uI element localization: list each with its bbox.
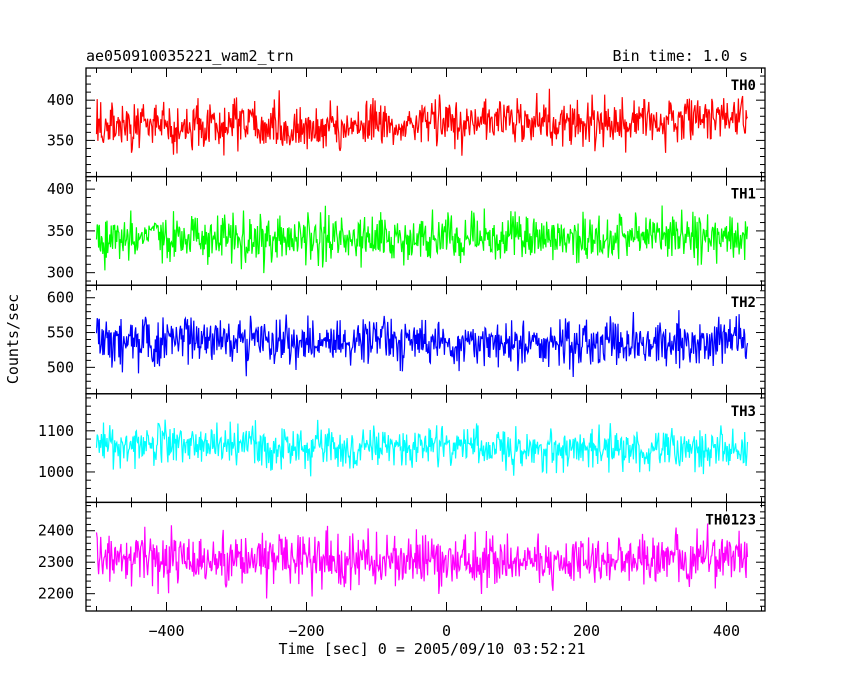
y-tick-label-th0: 350 — [47, 131, 74, 149]
panel-frame — [85, 67, 766, 178]
panel-th0123: 2200 2300 2400 TH0123 — [38, 501, 766, 612]
y-tick-label-th1: 350 — [47, 222, 74, 240]
series-line-th2 — [95, 310, 749, 378]
y-tick-label-th2: 600 — [47, 289, 74, 307]
y-tick-label-th0123: 2400 — [38, 522, 74, 540]
series-line-th3 — [95, 419, 749, 477]
panel-th2: 500 550 600 TH2 — [47, 284, 766, 395]
chart-subtitle: Bin time: 1.0 s — [613, 47, 748, 65]
series-label-th0123: TH0123 — [705, 512, 756, 528]
series-label-th1: TH1 — [731, 187, 756, 203]
y-tick-label-th0123: 2300 — [38, 553, 74, 571]
series-label-th0: TH0 — [731, 78, 756, 94]
chart-title: ae050910035221_wam2_trn — [86, 47, 294, 65]
x-tick-label: 200 — [573, 622, 600, 640]
series-line-th1 — [95, 205, 749, 274]
y-tick-label-th2: 500 — [47, 358, 74, 376]
series-line-th0 — [95, 88, 749, 156]
y-tick-label-th3: 1100 — [38, 422, 74, 440]
panels-group: 350 400 TH0 300 350 400 TH1 500 550 600 TH2 1000 110… — [38, 67, 766, 612]
y-tick-label-th1: 400 — [47, 180, 74, 198]
y-tick-label-th1: 300 — [47, 264, 74, 282]
panel-th0: 350 400 TH0 — [47, 67, 766, 178]
x-axis-label: Time [sec] 0 = 2005/09/10 03:52:21 — [278, 640, 585, 658]
series-line-th0123 — [95, 523, 749, 599]
y-tick-label-th3: 1000 — [38, 463, 74, 481]
panel-th3: 1000 1100 TH3 — [38, 393, 766, 504]
series-label-th2: TH2 — [731, 295, 756, 311]
y-tick-label-th0123: 2200 — [38, 585, 74, 603]
x-tick-label: −200 — [288, 622, 324, 640]
x-axis: −400 −200 0 200 400 — [148, 622, 740, 640]
x-tick-label: 400 — [713, 622, 740, 640]
y-tick-label-th0: 400 — [47, 91, 74, 109]
panel-frame — [85, 501, 766, 612]
series-label-th3: TH3 — [731, 404, 756, 420]
x-tick-label: 0 — [442, 622, 451, 640]
x-tick-label: −400 — [148, 622, 184, 640]
panel-th1: 300 350 400 TH1 — [47, 175, 766, 286]
y-tick-label-th2: 550 — [47, 324, 74, 342]
y-axis-label: Counts/sec — [4, 294, 22, 384]
